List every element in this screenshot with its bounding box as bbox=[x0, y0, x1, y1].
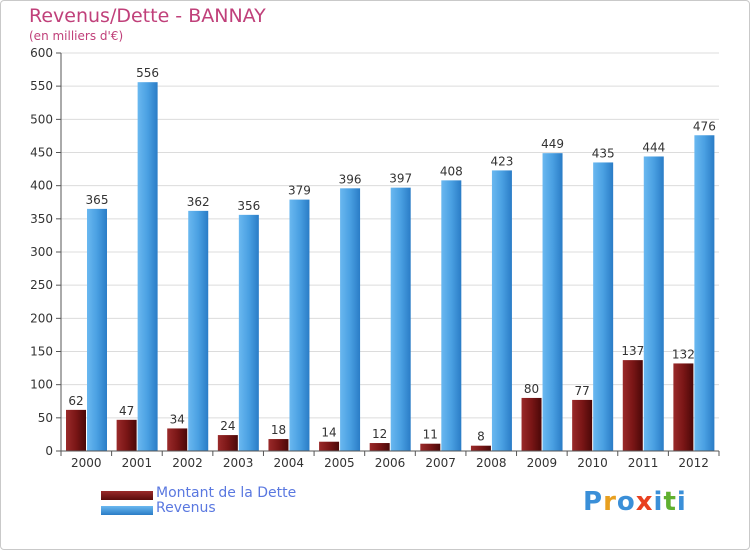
data-label-debt-2009: 80 bbox=[524, 382, 539, 396]
data-label-debt-2002: 34 bbox=[170, 412, 185, 426]
logo-letter: P bbox=[583, 487, 604, 517]
y-tick-label: 150 bbox=[30, 345, 53, 359]
bar-debt-2009 bbox=[521, 397, 542, 451]
data-label-revenue-2011: 444 bbox=[642, 140, 665, 154]
bar-debt-2002 bbox=[167, 428, 188, 451]
bar-debt-2011 bbox=[622, 360, 643, 451]
bar-revenue-2008 bbox=[491, 170, 512, 451]
y-tick-label: 400 bbox=[30, 179, 53, 193]
bar-revenue-2011 bbox=[643, 156, 664, 452]
logo-letter: i bbox=[653, 487, 664, 517]
x-tick-label: 2007 bbox=[425, 456, 456, 470]
logo-letter: t bbox=[663, 487, 677, 517]
y-tick-label: 100 bbox=[30, 378, 53, 392]
proxiti-logo: Proxiti bbox=[583, 487, 687, 517]
y-tick-label: 500 bbox=[30, 112, 53, 126]
y-tick-label: 50 bbox=[38, 411, 53, 425]
x-tick-label: 2003 bbox=[223, 456, 254, 470]
data-label-debt-2011: 137 bbox=[621, 344, 644, 358]
y-tick-label: 350 bbox=[30, 212, 53, 226]
logo-letter: r bbox=[603, 487, 617, 517]
data-label-revenue-2002: 362 bbox=[187, 195, 210, 209]
bar-debt-2010 bbox=[572, 399, 593, 451]
data-label-revenue-2007: 408 bbox=[440, 164, 463, 178]
data-label-debt-2010: 77 bbox=[575, 384, 590, 398]
data-label-debt-2006: 12 bbox=[372, 427, 387, 441]
bar-revenue-2003 bbox=[238, 214, 259, 451]
data-label-revenue-2010: 435 bbox=[592, 146, 615, 160]
bar-debt-2001 bbox=[116, 419, 137, 451]
bar-revenue-2006 bbox=[390, 187, 411, 451]
legend-swatch-revenue bbox=[101, 506, 153, 515]
legend-label-revenue: Revenus bbox=[156, 500, 216, 516]
x-tick-label: 2004 bbox=[273, 456, 304, 470]
y-tick-label: 450 bbox=[30, 146, 53, 160]
data-label-revenue-2008: 423 bbox=[490, 154, 513, 168]
bar-revenue-2012 bbox=[694, 135, 715, 451]
data-label-revenue-2000: 365 bbox=[86, 193, 109, 207]
bar-debt-2006 bbox=[369, 443, 390, 451]
data-label-debt-2003: 24 bbox=[220, 419, 235, 433]
x-tick-label: 2011 bbox=[628, 456, 659, 470]
bar-revenue-2010 bbox=[593, 162, 614, 451]
y-tick-label: 300 bbox=[30, 245, 53, 259]
x-tick-label: 2010 bbox=[577, 456, 608, 470]
data-label-revenue-2003: 356 bbox=[237, 199, 260, 213]
bar-revenue-2009 bbox=[542, 153, 563, 451]
legend-swatch-debt bbox=[101, 491, 153, 500]
x-tick-label: 2005 bbox=[324, 456, 355, 470]
legend-label-debt: Montant de la Dette bbox=[156, 485, 297, 501]
data-label-revenue-2009: 449 bbox=[541, 137, 564, 151]
bar-revenue-2000 bbox=[87, 208, 107, 451]
logo-letter: x bbox=[635, 487, 654, 517]
x-tick-label: 2002 bbox=[172, 456, 203, 470]
data-label-revenue-2004: 379 bbox=[288, 184, 311, 198]
x-tick-label: 2001 bbox=[122, 456, 153, 470]
data-label-revenue-2005: 396 bbox=[339, 172, 362, 186]
chart-subtitle: (en milliers d'€) bbox=[29, 29, 124, 43]
y-tick-label: 600 bbox=[30, 46, 53, 60]
bar-debt-2007 bbox=[420, 443, 441, 451]
data-label-debt-2005: 14 bbox=[321, 426, 336, 440]
grid-layer bbox=[61, 52, 719, 452]
y-tick-label: 550 bbox=[30, 79, 53, 93]
y-tick-label: 200 bbox=[30, 311, 53, 325]
logo-letter: i bbox=[676, 487, 687, 517]
x-tick-label: 2000 bbox=[71, 456, 102, 470]
bar-debt-2000 bbox=[66, 409, 86, 451]
x-tick-label: 2008 bbox=[476, 456, 507, 470]
bar-revenue-2001 bbox=[137, 82, 158, 451]
bar-revenue-2002 bbox=[188, 210, 209, 451]
bar-debt-2005 bbox=[319, 441, 340, 451]
data-label-debt-2001: 47 bbox=[119, 404, 134, 418]
labels-layer: 62 365 47 556 34 362 24 356 18 379 14 396 12 397 11 408… bbox=[68, 66, 715, 444]
data-label-debt-2008: 8 bbox=[477, 430, 485, 444]
data-label-debt-2004: 18 bbox=[271, 423, 286, 437]
x-tick-label: 2006 bbox=[375, 456, 406, 470]
x-tick-label: 2012 bbox=[678, 456, 709, 470]
bar-debt-2008 bbox=[470, 445, 491, 451]
data-label-debt-2000: 62 bbox=[68, 394, 83, 408]
y-tick-label: 0 bbox=[45, 444, 53, 458]
bar-revenue-2005 bbox=[340, 188, 361, 451]
bar-revenue-2007 bbox=[441, 180, 462, 452]
y-tick-label: 250 bbox=[30, 278, 53, 292]
bar-debt-2004 bbox=[268, 439, 289, 451]
data-label-debt-2012: 132 bbox=[672, 347, 695, 361]
bar-revenue-2004 bbox=[289, 199, 310, 451]
data-label-debt-2007: 11 bbox=[423, 428, 438, 442]
data-label-revenue-2006: 397 bbox=[389, 172, 412, 186]
x-tick-label: 2009 bbox=[527, 456, 558, 470]
bar-debt-2012 bbox=[673, 363, 694, 451]
data-label-revenue-2012: 476 bbox=[693, 119, 716, 133]
logo-letter: o bbox=[616, 487, 636, 517]
bar-debt-2003 bbox=[217, 435, 238, 451]
chart-title: Revenus/Dette - BANNAY bbox=[29, 5, 266, 27]
data-label-revenue-2001: 556 bbox=[136, 66, 159, 80]
axis-layer: 0 50 100 150 200 250 300 350 400 450 500 550 600 2000… bbox=[30, 46, 720, 470]
bars-layer bbox=[66, 82, 715, 452]
